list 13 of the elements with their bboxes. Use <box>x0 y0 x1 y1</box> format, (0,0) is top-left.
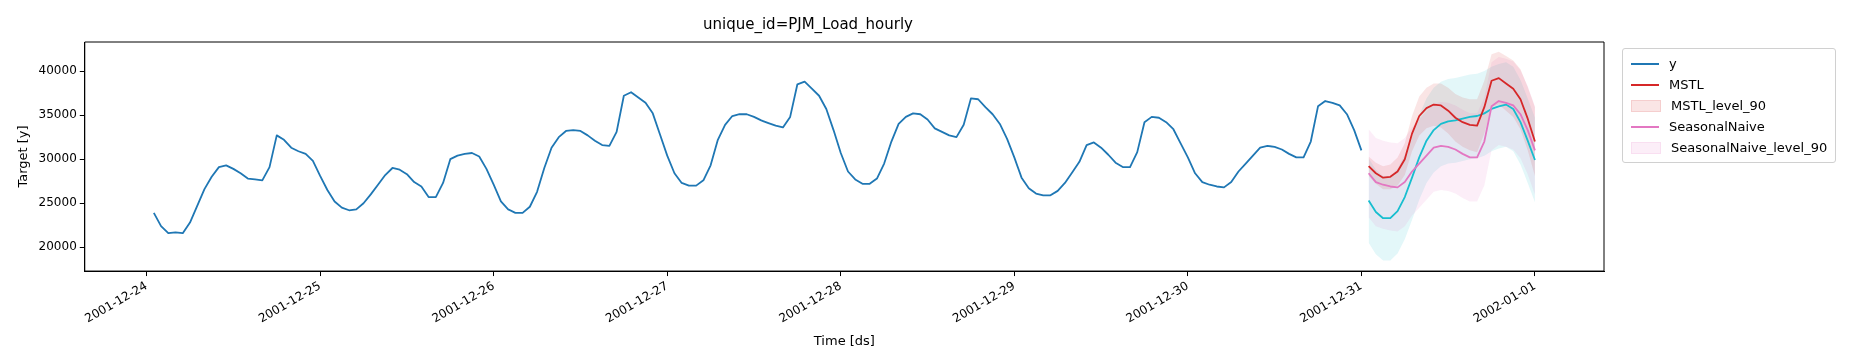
y-axis-title: Target [y] <box>15 125 31 189</box>
text: SeasonalNaive_level_90 <box>1671 140 1828 155</box>
x-axis-title: Time [ds] <box>812 332 875 348</box>
legend-label: y <box>1669 56 1677 71</box>
y-tick-label: 25000 <box>38 195 77 210</box>
text: MSTL_level_90 <box>1671 98 1767 113</box>
y-tick-label: 35000 <box>38 107 77 122</box>
y-tick-label: 30000 <box>38 151 77 166</box>
legend-label: SeasonalNaive <box>1669 119 1765 134</box>
y-tick-label: 40000 <box>38 63 77 78</box>
legend-label: MSTL <box>1669 77 1704 92</box>
chart-title: unique_id=PJM_Load_hourly <box>703 14 914 34</box>
y-tick-label: 20000 <box>38 239 77 254</box>
